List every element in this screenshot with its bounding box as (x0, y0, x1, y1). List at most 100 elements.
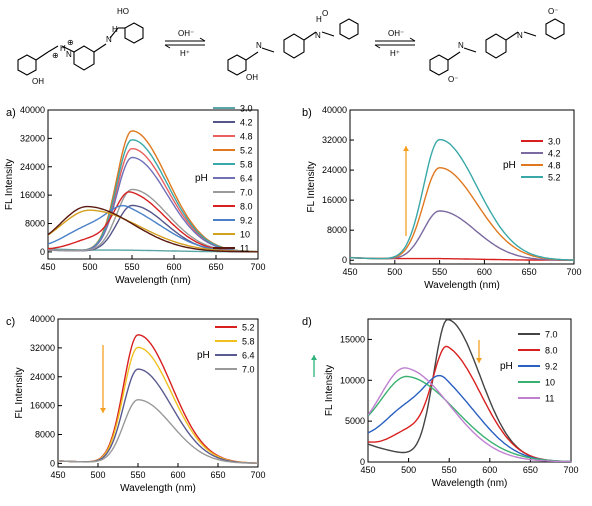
legend-label: 3.0 (240, 104, 253, 114)
x-tick-label: 700 (566, 267, 581, 277)
panel-label: b) (302, 107, 312, 119)
x-axis-label: Wavelength (nm) (424, 280, 500, 291)
y-tick-label: 0 (342, 255, 347, 265)
y-tick-label: 24000 (20, 162, 45, 172)
legend-label: 9.2 (545, 362, 558, 372)
trend-arrow-head (476, 358, 482, 363)
y-axis-label: FL Intensity (14, 367, 25, 418)
panel-label: a) (6, 107, 16, 119)
y-tick-label: 10000 (340, 375, 365, 385)
structure-3 (429, 18, 565, 76)
scheme-label: HO (117, 7, 129, 16)
y-tick-label: 16000 (322, 195, 347, 205)
x-tick-label: 450 (360, 465, 375, 475)
x-axis-label: Wavelength (nm) (115, 275, 191, 286)
series-line-ph-10 (368, 375, 571, 462)
legend-label: 5.2 (242, 323, 255, 333)
x-tick-label: 650 (210, 470, 225, 480)
plot-frame (367, 318, 572, 463)
reagent-label: H⁺ (180, 49, 190, 58)
legend-title: pH (500, 361, 513, 372)
legend-label: 4.8 (548, 161, 561, 171)
series-line-ph-10 (48, 209, 258, 253)
legend-label: 4.2 (240, 118, 253, 128)
scheme-label: O⁻ (448, 75, 458, 84)
x-tick-label: 650 (522, 267, 537, 277)
y-tick-label: 40000 (322, 105, 347, 115)
x-tick-label: 500 (387, 267, 402, 277)
y-tick-label: 24000 (30, 372, 55, 382)
scheme-label: ⊕ (67, 38, 74, 47)
x-axis-label: Wavelength (nm) (432, 478, 508, 489)
y-tick-label: 8000 (327, 225, 347, 235)
legend-label: 7.0 (240, 188, 253, 198)
scheme-label: OH (32, 77, 44, 86)
legend-label: 5.8 (240, 160, 253, 170)
series-line-ph-11 (48, 205, 258, 253)
scheme-label: N (517, 31, 523, 40)
y-axis-label: FL Intensity (324, 365, 335, 416)
scheme-label: N (66, 50, 72, 59)
x-tick-label: 500 (82, 262, 97, 272)
scheme-label: ⊕ (52, 51, 59, 60)
scheme-label: N (256, 41, 262, 50)
equilibrium-arrow-1 (164, 37, 206, 49)
legend-label: 3.0 (548, 137, 561, 147)
x-tick-label: 500 (90, 470, 105, 480)
legend-label: 11 (545, 394, 554, 404)
trend-arrow-head (403, 146, 409, 151)
plot-frame (47, 109, 259, 260)
legend-title: pH (197, 350, 210, 361)
chart-panel-b: b) 450 500 550 600 650 700 0 8000 16000 24000 32000… (302, 105, 582, 291)
legend-label: 5.8 (242, 337, 255, 347)
y-tick-label: 0 (40, 247, 45, 257)
y-tick-label: 40000 (20, 105, 45, 115)
y-axis-label: FL Intensity (4, 159, 15, 210)
x-tick-label: 550 (124, 262, 139, 272)
series-line-ph-8.0 (368, 345, 571, 462)
x-tick-label: 700 (250, 262, 265, 272)
y-tick-label: 15000 (340, 334, 365, 344)
x-tick-label: 600 (482, 465, 497, 475)
structure-1 (17, 22, 144, 76)
series-line-ph-7.0 (368, 319, 571, 462)
x-tick-label: 600 (166, 262, 181, 272)
legend-label: 9.2 (240, 216, 253, 226)
x-tick-label: 450 (342, 267, 357, 277)
legend-label: 8.0 (545, 346, 558, 356)
legend-label: 5.2 (240, 146, 253, 156)
chart-panel-c: c) 450 500 550 600 650 700 0 8000 16000 24000 32000… (6, 314, 266, 494)
scheme-label: H (112, 25, 118, 34)
reaction-scheme: HO OH H N ⊕ ⊕ H N H O N N OH O⁻ N N O⁻ O… (17, 7, 565, 86)
x-axis-label: Wavelength (nm) (120, 483, 196, 494)
legend-label: 8.0 (240, 202, 253, 212)
scheme-label: N (315, 31, 321, 40)
series-line-ph-9.2 (368, 374, 571, 462)
panel-label: d) (302, 316, 312, 328)
legend-label: 6.4 (242, 351, 255, 361)
legend-label: 11 (240, 244, 249, 254)
structure-2 (227, 18, 359, 76)
trend-arrow-head (100, 408, 106, 413)
plot-frame (57, 318, 259, 468)
x-tick-label: 650 (523, 465, 538, 475)
x-tick-label: 650 (208, 262, 223, 272)
reagent-label: H⁺ (390, 49, 400, 58)
x-tick-label: 600 (170, 470, 185, 480)
x-tick-label: 700 (250, 470, 265, 480)
scheme-label: N (106, 35, 112, 44)
y-tick-label: 5000 (345, 416, 365, 426)
x-tick-label: 500 (401, 465, 416, 475)
x-tick-label: 550 (432, 267, 447, 277)
legend-title: pH (503, 160, 516, 171)
y-tick-label: 32000 (20, 133, 45, 143)
scheme-label: N (458, 41, 464, 50)
x-tick-label: 600 (477, 267, 492, 277)
series-line-ph-6.4 (58, 368, 258, 464)
series-line-ph-11 (368, 367, 571, 462)
scheme-label: H (60, 44, 66, 53)
scheme-label: H (316, 15, 322, 24)
x-tick-label: 450 (40, 262, 55, 272)
scheme-label: O (322, 9, 328, 18)
scheme-label: OH (246, 73, 258, 82)
